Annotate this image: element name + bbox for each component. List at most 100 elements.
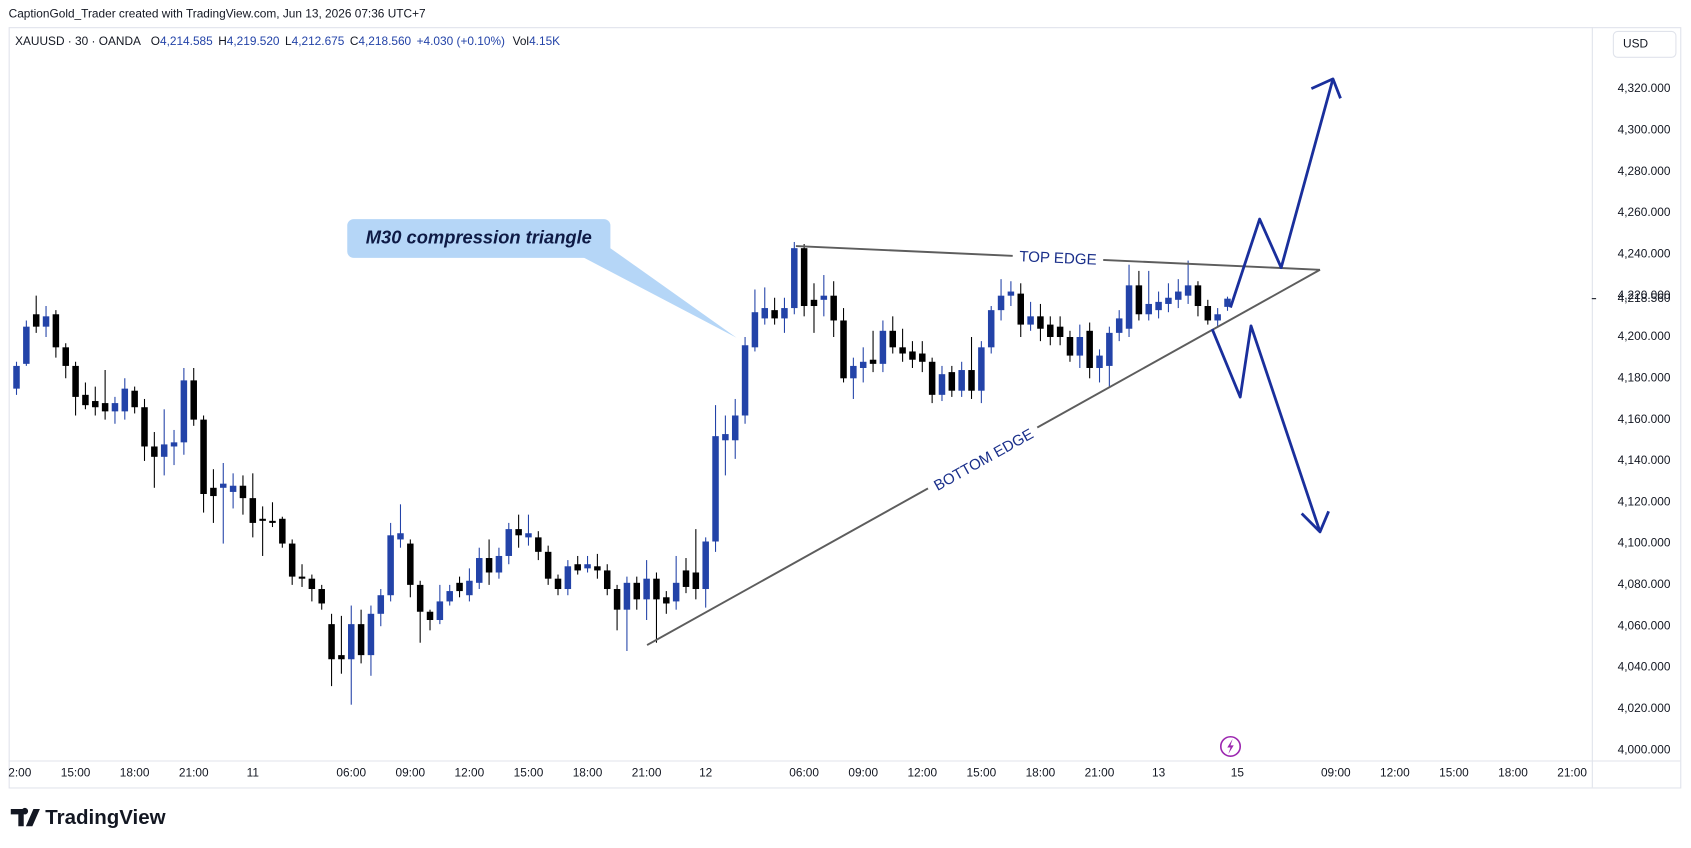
x-tick-label: 09:00	[1321, 766, 1351, 780]
candle-body	[131, 390, 138, 408]
x-tick-label: 06:00	[789, 766, 819, 780]
top-edge-label: TOP EDGE	[1019, 248, 1097, 268]
candle-body	[958, 370, 965, 391]
y-tick-label: 4,140.000	[1618, 453, 1671, 467]
candle-body	[564, 566, 572, 590]
ohlc-key: H	[218, 34, 227, 48]
candle-body	[712, 436, 719, 542]
candle-body	[613, 589, 621, 610]
x-tick-label: 21:00	[1557, 766, 1587, 780]
bear-path	[1210, 324, 1322, 533]
price-axis: 4,000.000 4,020.000 4,040.000 4,060.000 4,08…	[1591, 81, 1671, 756]
candle-body	[436, 601, 444, 621]
x-tick-label: 12:00	[1380, 766, 1410, 780]
bull-arrowhead	[1310, 77, 1342, 99]
candle-body	[997, 295, 1005, 311]
candle-body	[416, 584, 424, 612]
candle-body	[190, 380, 197, 420]
y-tick-label: 4,320.000	[1618, 81, 1671, 95]
candle-body	[1086, 330, 1093, 368]
y-tick-label: 4,220.000	[1618, 288, 1671, 302]
candle-body	[32, 314, 40, 327]
candle-body	[633, 582, 641, 600]
candle-body	[52, 314, 60, 348]
candle-body	[643, 578, 650, 600]
x-tick-label: 15:00	[61, 766, 91, 780]
candle-body	[1165, 297, 1172, 304]
candle-body	[446, 591, 453, 602]
candle-body	[200, 419, 207, 494]
candle-body	[348, 624, 355, 660]
ohlc-value: 4,218.560	[358, 34, 411, 48]
candle-body	[810, 299, 818, 307]
candle-body	[141, 407, 148, 447]
callout-text: M30 compression triangle	[366, 226, 592, 247]
y-tick-label: 4,180.000	[1618, 370, 1671, 384]
x-tick-label: 12:00	[2, 766, 32, 780]
candle-body	[702, 541, 709, 590]
candle-body	[781, 308, 788, 319]
ohlc-key: O	[151, 34, 160, 48]
candle-body	[968, 370, 975, 391]
candle-body	[1037, 316, 1044, 329]
candle-body	[328, 624, 335, 660]
candle-body	[722, 434, 729, 441]
y-tick-label: 4,080.000	[1618, 577, 1671, 591]
candle-body	[101, 403, 109, 412]
last-price-label: 4,218.560	[1618, 291, 1671, 305]
candle-body	[869, 359, 877, 364]
candle-body	[1066, 336, 1074, 356]
candle-body	[731, 415, 739, 441]
candle-body	[1076, 336, 1084, 356]
y-tick-label: 4,040.000	[1618, 660, 1671, 674]
candle-body	[220, 483, 227, 488]
candle-body	[229, 485, 237, 492]
ohlc-value: 4,212.675	[292, 34, 345, 48]
candle-body	[1224, 298, 1231, 307]
candle-body	[456, 582, 463, 592]
candle-body	[672, 582, 680, 602]
candle-body	[840, 320, 847, 379]
y-tick-label: 4,300.000	[1618, 123, 1671, 137]
y-tick-label: 4,120.000	[1618, 494, 1671, 508]
x-tick-label: 15	[1231, 766, 1245, 780]
candle-body	[682, 570, 690, 587]
candle-body	[92, 401, 99, 408]
candle-body	[850, 365, 857, 379]
y-tick-label: 4,000.000	[1618, 742, 1671, 756]
candle-body	[1047, 324, 1054, 337]
candle-body	[475, 558, 483, 583]
currency-button[interactable]	[1612, 30, 1677, 58]
candle-body	[387, 535, 394, 596]
candle-body	[298, 576, 306, 579]
candle-body	[121, 388, 129, 412]
candle-body	[1125, 285, 1133, 329]
change: +4.030 (+0.10%)	[417, 34, 505, 48]
time-axis: 12:00 15:00 18:00 21:00 11 06:00 09:00 12:00 15:…	[2, 766, 1588, 780]
candle-body	[151, 446, 158, 457]
candle-body	[525, 533, 532, 538]
candle-body	[397, 533, 404, 540]
currency-label: USD	[1623, 37, 1648, 51]
candle-body	[1145, 303, 1152, 315]
candle-body	[987, 310, 995, 348]
candle-body	[1214, 314, 1221, 321]
candle-body	[928, 361, 936, 395]
candle-body	[938, 374, 946, 395]
candle-body	[859, 361, 867, 368]
plot-area	[13, 241, 1231, 705]
candle-body	[42, 316, 50, 327]
x-tick-label: 12	[699, 766, 712, 780]
candle-body	[367, 613, 375, 656]
y-tick-label: 4,240.000	[1618, 247, 1671, 261]
candle-body	[485, 558, 493, 573]
candle-body	[426, 611, 434, 621]
candle-body	[269, 520, 276, 523]
candle-body	[505, 529, 513, 556]
x-tick-label: 11	[247, 766, 260, 780]
x-tick-label: 21:00	[632, 766, 662, 780]
candle-body	[1155, 301, 1162, 311]
